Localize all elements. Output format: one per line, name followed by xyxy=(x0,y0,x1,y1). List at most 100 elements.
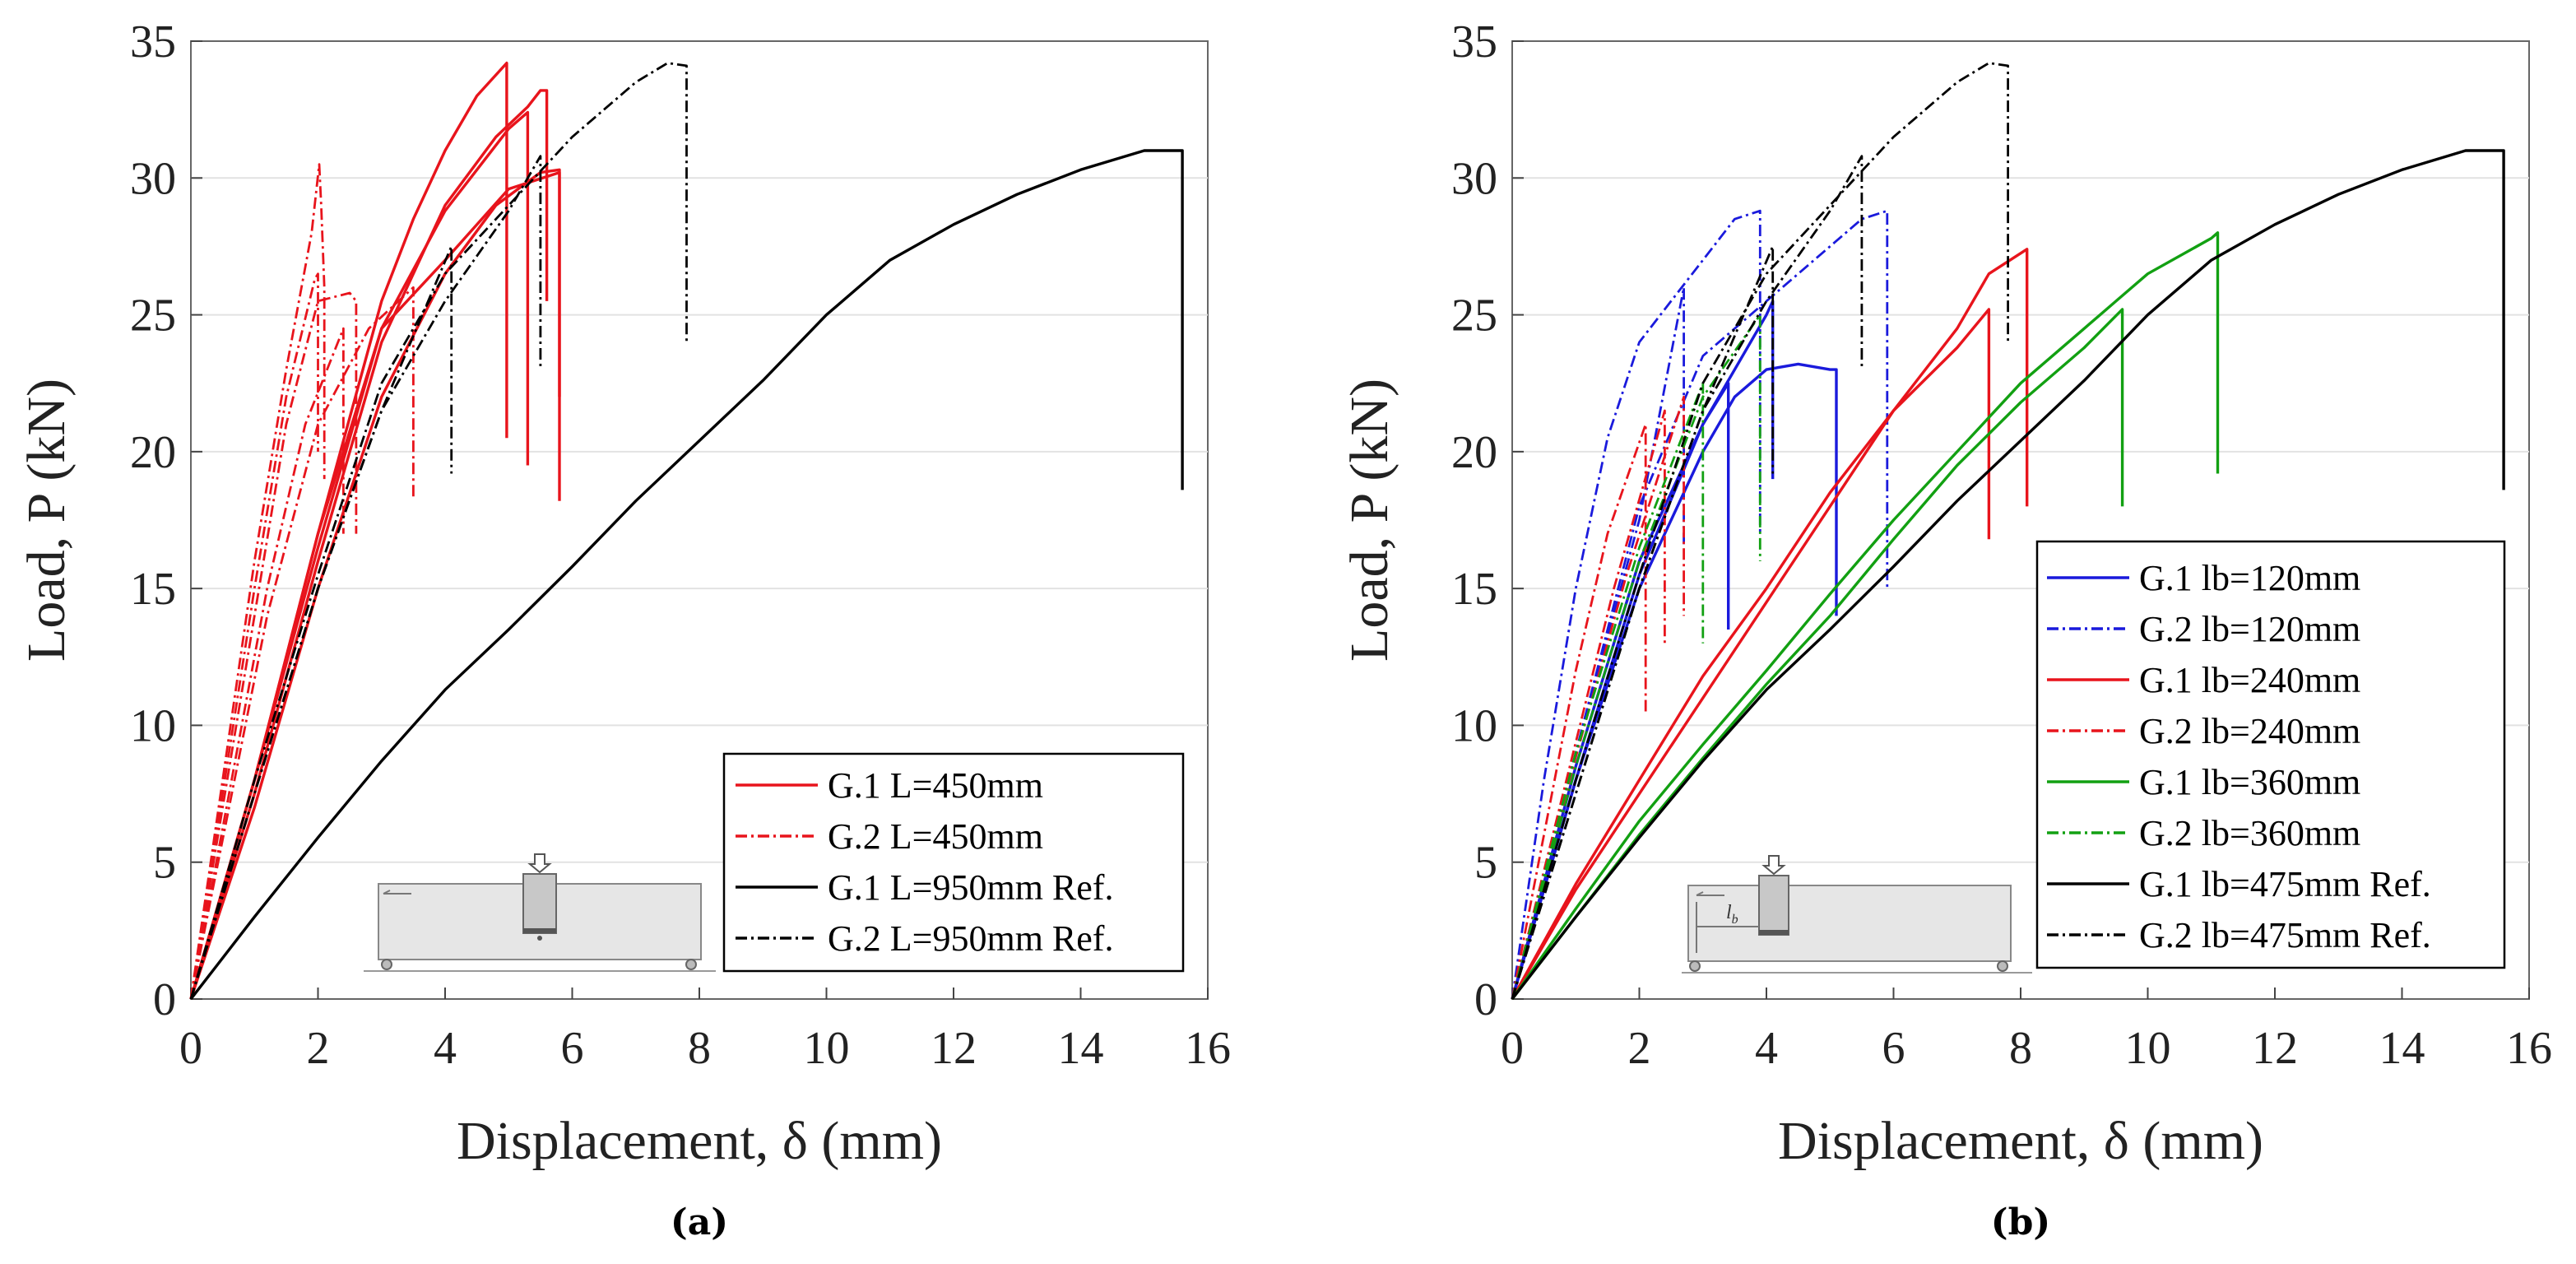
x-tick-label: 14 xyxy=(2379,1023,2425,1074)
legend-item-b-3: G.2 lb=240mm xyxy=(2047,711,2360,751)
legend-label: G.2 lb=475mm Ref. xyxy=(2139,915,2431,955)
legend-item-b-0: G.1 lb=120mm xyxy=(2047,558,2360,598)
y-tick-label: 0 xyxy=(153,974,176,1025)
y-tick-label: 10 xyxy=(130,700,176,751)
legend-item-b-5: G.2 lb=360mm xyxy=(2047,813,2360,853)
x-tick-label: 8 xyxy=(688,1023,711,1074)
x-tick-label: 10 xyxy=(804,1023,850,1074)
series-line-b-8 xyxy=(1511,423,1647,1000)
y-tick-label: 25 xyxy=(1451,290,1497,342)
series-line-b-5 xyxy=(1511,286,1685,1000)
panel-a: 0 2 4 6 8 10 12 14 16 0 5 10 15 20 25 30 35 Displacement… xyxy=(16,16,1231,1243)
inset-beam-schematic-b: lb xyxy=(1682,855,2032,974)
x-tick-label: 6 xyxy=(561,1023,584,1074)
legend-label: G.2 lb=240mm xyxy=(2139,711,2360,751)
x-tick-label: 4 xyxy=(434,1023,457,1074)
legend-label: G.1 lb=475mm Ref. xyxy=(2139,864,2431,904)
series-line-a-8 xyxy=(189,286,415,1000)
legend-item-a-3: G.2 L=950mm Ref. xyxy=(736,918,1113,959)
ticks-b: 0 2 4 6 8 10 12 14 16 0 5 10 15 20 25 30 35 xyxy=(1451,16,2552,1074)
legend-item-b-1: G.2 lb=120mm xyxy=(2047,609,2360,649)
series-line-a-3 xyxy=(189,168,561,1000)
series-line-b-18 xyxy=(1511,244,1775,1000)
series-line-a-2 xyxy=(189,110,530,1000)
inset-label-l: l xyxy=(1726,902,1732,923)
y-tick-label: 20 xyxy=(130,427,176,478)
x-tick-label: 8 xyxy=(2009,1023,2032,1074)
x-tick-label: 4 xyxy=(1755,1023,1778,1074)
panel-label-a: (a) xyxy=(671,1201,728,1243)
x-tick-label: 0 xyxy=(179,1023,202,1074)
panel-b: 0 2 4 6 8 10 12 14 16 0 5 10 15 20 25 30 35 Displacement… xyxy=(1339,16,2552,1243)
y-tick-label: 25 xyxy=(130,290,176,342)
legend-item-a-0: G.1 L=450mm xyxy=(736,765,1043,806)
y-tick-label: 5 xyxy=(153,838,176,889)
x-tick-label: 16 xyxy=(1185,1023,1231,1074)
x-tick-label: 12 xyxy=(931,1023,977,1074)
y-tick-label: 15 xyxy=(130,564,176,615)
y-tick-label: 35 xyxy=(1451,16,1497,67)
y-tick-label: 0 xyxy=(1474,974,1497,1025)
legend-item-b-2: G.1 lb=240mm xyxy=(2047,660,2360,700)
inset-beam-schematic-a xyxy=(364,853,716,972)
series-line-a-13 xyxy=(189,244,453,1000)
legend-item-b-6: G.1 lb=475mm Ref. xyxy=(2047,864,2431,904)
legend-item-a-1: G.2 L=450mm xyxy=(736,816,1043,857)
x-axis-label-a: Displacement, δ (mm) xyxy=(457,1111,942,1171)
series-line-b-4 xyxy=(1511,209,1889,1000)
y-tick-label: 20 xyxy=(1451,427,1497,478)
legend-label: G.2 lb=120mm xyxy=(2139,609,2360,649)
panel-label-b: (b) xyxy=(1991,1201,2050,1243)
series-line-a-5 xyxy=(189,163,326,1000)
series-b xyxy=(1511,62,2505,1001)
x-tick-label: 14 xyxy=(1058,1023,1104,1074)
y-tick-label: 15 xyxy=(1451,564,1497,615)
series-a xyxy=(189,61,1184,1001)
series-line-a-11 xyxy=(189,62,688,1000)
series-line-a-9 xyxy=(189,327,345,1000)
y-tick-label: 30 xyxy=(130,153,176,204)
series-line-b-9 xyxy=(1511,409,1666,1000)
y-tick-label: 5 xyxy=(1474,838,1497,889)
series-line-b-6 xyxy=(1511,248,2029,1000)
series-line-b-12 xyxy=(1511,308,2124,1001)
series-line-b-7 xyxy=(1511,308,1991,1000)
series-line-a-12 xyxy=(189,155,542,1000)
y-tick-label: 30 xyxy=(1451,153,1497,204)
x-tick-label: 10 xyxy=(2125,1023,2171,1074)
series-line-a-6 xyxy=(189,291,358,1000)
legend-label: G.1 lb=360mm xyxy=(2139,762,2360,802)
x-tick-label: 2 xyxy=(307,1023,330,1074)
y-axis-label-a: Load, P (kN) xyxy=(16,379,77,662)
x-tick-label: 2 xyxy=(1628,1023,1651,1074)
y-tick-label: 35 xyxy=(130,16,176,67)
x-axis-label-b: Displacement, δ (mm) xyxy=(1778,1111,2263,1171)
y-tick-label: 10 xyxy=(1451,700,1497,751)
legend-item-b-7: G.2 lb=475mm Ref. xyxy=(2047,915,2431,955)
legend-label: G.2 L=450mm xyxy=(828,816,1043,857)
legend-label: G.1 L=950mm Ref. xyxy=(828,867,1113,908)
x-tick-label: 6 xyxy=(1882,1023,1905,1074)
legend-item-b-4: G.1 lb=360mm xyxy=(2047,762,2360,802)
inset-label-lb: lb xyxy=(1726,902,1738,927)
legend-label: G.1 L=450mm xyxy=(828,765,1043,806)
series-line-b-15 xyxy=(1511,149,2505,1001)
series-line-b-11 xyxy=(1511,231,2220,1000)
series-line-a-10 xyxy=(189,149,1184,1001)
legend-a: G.1 L=450mm G.2 L=450mm G.1 L=950mm Ref.… xyxy=(722,752,1185,973)
legend-item-a-2: G.1 L=950mm Ref. xyxy=(736,867,1113,908)
x-tick-label: 0 xyxy=(1501,1023,1524,1074)
legend-label: G.1 lb=120mm xyxy=(2139,558,2360,598)
series-line-b-17 xyxy=(1511,155,1864,1000)
legend-label: G.2 lb=360mm xyxy=(2139,813,2360,853)
series-line-b-16 xyxy=(1511,62,2010,1000)
series-line-b-13 xyxy=(1511,382,1705,1000)
legend-b: G.1 lb=120mm G.2 lb=120mm G.1 lb=240mm G… xyxy=(2035,540,2506,969)
ticks-a: 0 2 4 6 8 10 12 14 16 0 5 10 15 20 25 30 35 xyxy=(130,16,1231,1074)
y-axis-label-b: Load, P (kN) xyxy=(1339,379,1399,662)
series-line-a-7 xyxy=(189,272,319,1000)
series-line-b-3 xyxy=(1511,209,1761,1000)
legend-label: G.2 L=950mm Ref. xyxy=(828,918,1113,959)
legend-label: G.1 lb=240mm xyxy=(2139,660,2360,700)
